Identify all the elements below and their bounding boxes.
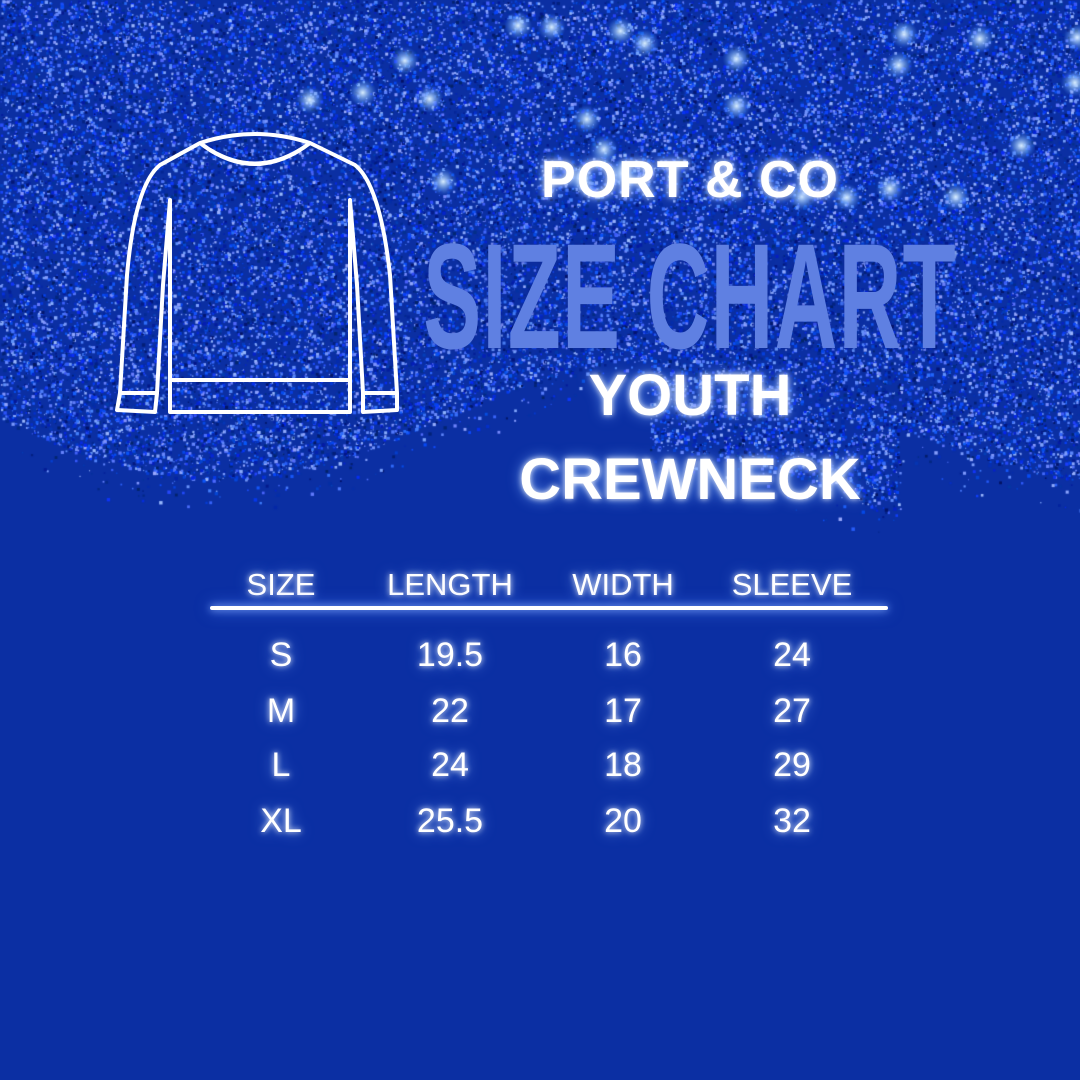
header-divider	[210, 606, 888, 610]
table-cell: 24	[431, 746, 469, 784]
subtitle-crewneck: CREWNECK	[519, 447, 861, 512]
table-cell: 24	[773, 636, 811, 674]
brand-title: PORT & CO	[541, 151, 839, 209]
table-cell: XL	[260, 802, 302, 840]
table-cell: S	[269, 636, 293, 674]
table-cell: 20	[604, 802, 642, 840]
table-cell: 22	[431, 692, 469, 730]
table-cell: 16	[604, 636, 642, 674]
table-cell: L	[271, 746, 291, 784]
table-cell: 27	[773, 692, 811, 730]
table-cell: 32	[773, 802, 811, 840]
header-width: WIDTH	[572, 567, 674, 602]
header-sleeve: SLEEVE	[731, 567, 853, 602]
sweater-outline-icon	[115, 132, 399, 414]
table-cell: 19.5	[416, 636, 484, 674]
table-cell: 17	[604, 692, 642, 730]
table-cell: 25.5	[416, 802, 484, 840]
table-cell: 29	[773, 746, 811, 784]
page-title: SIZE CHART	[423, 212, 957, 380]
table-cell: M	[266, 692, 296, 730]
header-length: LENGTH	[387, 567, 513, 602]
table-cell: 18	[604, 746, 642, 784]
header-size: SIZE	[246, 567, 316, 602]
subtitle-youth: YOUTH	[588, 363, 792, 428]
